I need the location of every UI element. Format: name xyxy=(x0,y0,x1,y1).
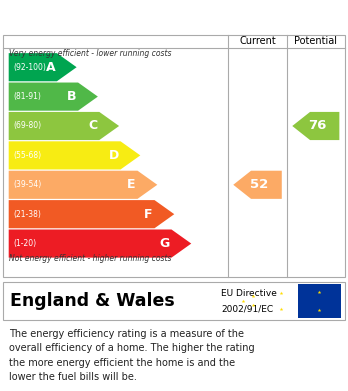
Text: (92-100): (92-100) xyxy=(13,63,46,72)
Polygon shape xyxy=(292,112,339,140)
Polygon shape xyxy=(233,171,282,199)
Text: Not energy efficient - higher running costs: Not energy efficient - higher running co… xyxy=(9,254,171,263)
Text: B: B xyxy=(67,90,76,103)
Text: The energy efficiency rating is a measure of the
overall efficiency of a home. T: The energy efficiency rating is a measur… xyxy=(9,329,254,382)
Polygon shape xyxy=(9,83,98,111)
Text: 2002/91/EC: 2002/91/EC xyxy=(221,305,273,314)
Polygon shape xyxy=(9,53,77,81)
Text: (21-38): (21-38) xyxy=(13,210,41,219)
Text: 52: 52 xyxy=(250,178,268,191)
Text: G: G xyxy=(159,237,170,250)
Text: A: A xyxy=(46,61,55,74)
Polygon shape xyxy=(9,171,157,199)
Text: (69-80): (69-80) xyxy=(13,122,41,131)
Text: Current: Current xyxy=(239,36,276,47)
Text: (55-68): (55-68) xyxy=(13,151,41,160)
Polygon shape xyxy=(9,141,140,169)
Text: F: F xyxy=(144,208,153,221)
Polygon shape xyxy=(9,230,191,258)
Text: E: E xyxy=(127,178,136,191)
Text: C: C xyxy=(88,120,97,133)
Text: EU Directive: EU Directive xyxy=(221,289,277,298)
Bar xyxy=(298,284,341,317)
Text: (1-20): (1-20) xyxy=(13,239,36,248)
Text: 76: 76 xyxy=(308,120,327,133)
Text: Energy Efficiency Rating: Energy Efficiency Rating xyxy=(9,9,230,23)
Text: Very energy efficient - lower running costs: Very energy efficient - lower running co… xyxy=(9,49,171,58)
Polygon shape xyxy=(9,112,119,140)
Polygon shape xyxy=(9,200,174,228)
Text: (81-91): (81-91) xyxy=(13,92,41,101)
Text: England & Wales: England & Wales xyxy=(10,292,175,310)
Text: (39-54): (39-54) xyxy=(13,180,41,189)
Text: Potential: Potential xyxy=(294,36,337,47)
Text: D: D xyxy=(109,149,119,162)
